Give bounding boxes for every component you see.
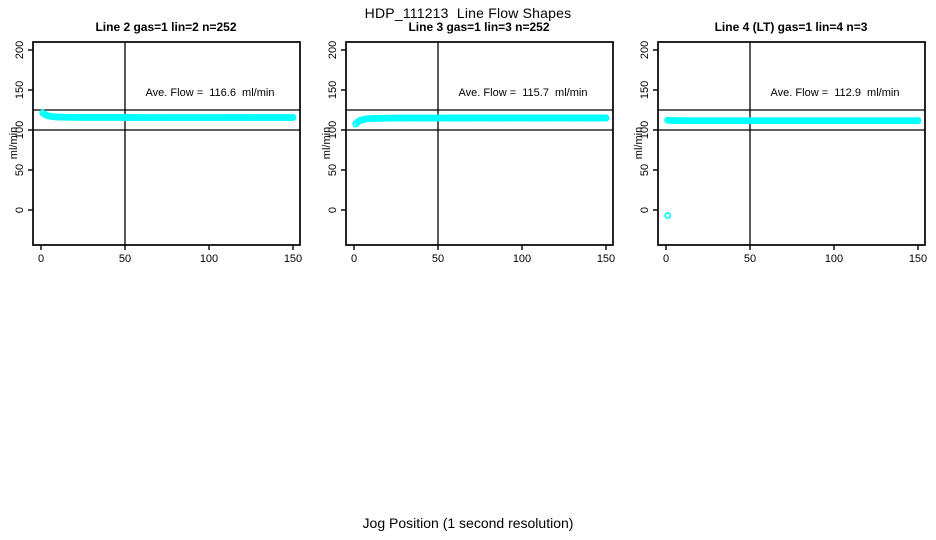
panel-line4: Line 4 (LT) gas=1 lin=4 n=3 Ave. Flow = … — [625, 18, 936, 298]
figure-title: HDP_111213 Line Flow Shapes — [364, 5, 572, 21]
panel-line2-plot: Line 2 gas=1 lin=2 n=252 Ave. Flow = 116… — [8, 20, 302, 265]
ave-flow-annotation: Ave. Flow = 112.9 ml/min — [771, 87, 900, 99]
x-tick-label: 100 — [825, 253, 843, 265]
y-tick-label: 0 — [639, 207, 651, 213]
panel-title: Line 2 gas=1 lin=2 n=252 — [95, 20, 236, 34]
x-tick-label: 150 — [909, 253, 927, 265]
x-tick-label: 0 — [38, 253, 44, 265]
y-axis-label: ml/min — [8, 127, 20, 159]
panel-line2: Line 2 gas=1 lin=2 n=252 Ave. Flow = 116… — [0, 18, 312, 298]
panel-title: Line 4 (LT) gas=1 lin=4 n=3 — [715, 20, 868, 34]
x-tick-label: 50 — [744, 253, 756, 265]
y-axis-label: ml/min — [321, 127, 333, 159]
y-tick-label: 0 — [14, 207, 26, 213]
y-tick-label: 0 — [327, 207, 339, 213]
x-axis-outer-label: Jog Position (1 second resolution) — [362, 515, 574, 531]
panel-line4-plot: Line 4 (LT) gas=1 lin=4 n=3 Ave. Flow = … — [633, 20, 927, 265]
x-tick-label: 50 — [119, 253, 131, 265]
x-tick-label: 150 — [597, 253, 615, 265]
plot-area — [653, 41, 926, 250]
panel-title: Line 3 gas=1 lin=3 n=252 — [408, 20, 549, 34]
y-axis-label: ml/min — [633, 127, 645, 159]
y-tick-label: 200 — [14, 41, 26, 59]
ave-flow-annotation: Ave. Flow = 116.6 ml/min — [146, 87, 275, 99]
y-tick-label: 50 — [327, 164, 339, 176]
x-tick-label: 0 — [663, 253, 669, 265]
ave-flow-annotation: Ave. Flow = 115.7 ml/min — [459, 87, 588, 99]
y-tick-label: 50 — [639, 164, 651, 176]
x-tick-label: 150 — [284, 253, 302, 265]
y-tick-label: 100 — [327, 121, 339, 139]
x-tick-label: 100 — [200, 253, 218, 265]
y-tick-label: 50 — [14, 164, 26, 176]
x-tick-label: 50 — [432, 253, 444, 265]
y-tick-label: 200 — [327, 41, 339, 59]
x-tick-label: 0 — [351, 253, 357, 265]
x-tick-label: 100 — [513, 253, 531, 265]
y-tick-label: 150 — [14, 81, 26, 99]
plot-area — [28, 41, 301, 250]
y-tick-label: 150 — [639, 81, 651, 99]
panel-line3: Line 3 gas=1 lin=3 n=252 Ave. Flow = 115… — [313, 18, 625, 298]
panel-line3-plot: Line 3 gas=1 lin=3 n=252 Ave. Flow = 115… — [321, 20, 615, 265]
y-tick-label: 100 — [639, 121, 651, 139]
y-tick-label: 150 — [327, 81, 339, 99]
plot-area — [341, 41, 614, 250]
y-tick-label: 200 — [639, 41, 651, 59]
y-tick-label: 100 — [14, 121, 26, 139]
